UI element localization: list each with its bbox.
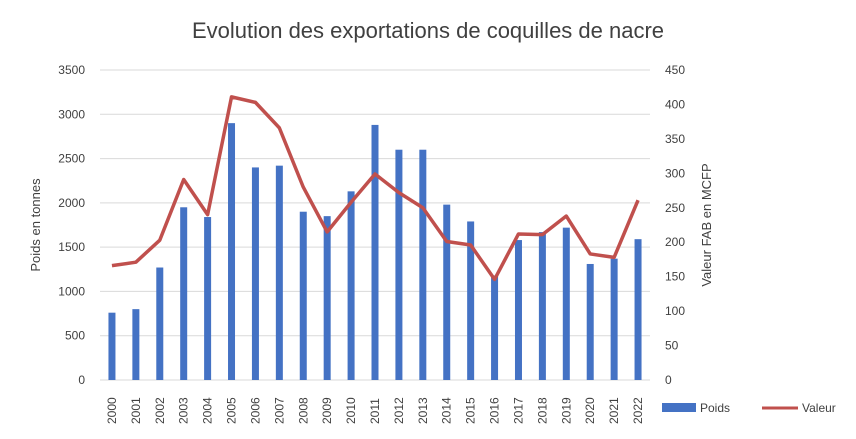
left-tick-label: 2000 <box>58 196 85 210</box>
right-tick-label: 350 <box>665 132 685 146</box>
bar-2008 <box>299 211 307 380</box>
x-tick-label: 2018 <box>535 397 549 424</box>
x-tick-label: 2008 <box>296 397 310 424</box>
left-tick-label: 2500 <box>58 152 85 166</box>
bar-2014 <box>443 204 451 380</box>
bar-2004 <box>204 217 212 380</box>
chart-title: Evolution des exportations de coquilles … <box>192 18 664 43</box>
x-tick-label: 2000 <box>105 397 119 424</box>
bar-2013 <box>419 149 427 380</box>
right-tick-label: 250 <box>665 201 685 215</box>
left-tick-label: 1500 <box>58 240 85 254</box>
x-tick-label: 2001 <box>129 397 143 424</box>
x-tick-label: 2020 <box>583 397 597 424</box>
left-tick-label: 500 <box>65 329 85 343</box>
x-tick-label: 2022 <box>631 397 645 424</box>
x-tick-label: 2010 <box>344 397 358 424</box>
left-tick-label: 3500 <box>58 63 85 77</box>
bar-2021 <box>610 258 618 380</box>
left-axis-ticks: 0 500 1000 1500 2000 2500 3000 3500 <box>58 63 85 387</box>
x-tick-label: 2015 <box>464 397 478 424</box>
legend: Poids Valeur <box>662 401 836 415</box>
legend-valeur-label: Valeur <box>802 401 836 415</box>
bar-2011 <box>371 124 379 381</box>
bar-2018 <box>538 232 546 380</box>
left-tick-label: 3000 <box>58 107 85 121</box>
x-tick-label: 2016 <box>488 397 502 424</box>
bar-2016 <box>491 275 499 380</box>
bar-2015 <box>467 221 475 380</box>
x-tick-label: 2003 <box>177 397 191 424</box>
bar-2002 <box>156 267 164 380</box>
x-tick-label: 2013 <box>416 397 430 424</box>
x-tick-label: 2019 <box>559 397 573 424</box>
bar-2017 <box>514 240 522 380</box>
bar-2020 <box>586 263 594 380</box>
left-tick-label: 0 <box>78 373 85 387</box>
bar-2000 <box>108 312 116 380</box>
right-tick-label: 450 <box>665 63 685 77</box>
x-tick-label: 2006 <box>248 397 262 424</box>
x-tick-label: 2009 <box>320 397 334 424</box>
valeur-line <box>111 95 640 282</box>
right-tick-label: 0 <box>665 373 672 387</box>
legend-poids-swatch <box>662 403 696 412</box>
x-tick-label: 2007 <box>272 397 286 424</box>
x-tick-label: 2011 <box>368 398 382 424</box>
poids-bars <box>108 123 642 381</box>
bar-2003 <box>180 207 188 380</box>
x-tick-label: 2002 <box>153 397 167 424</box>
x-axis-ticks: 2000 2001 2002 2003 2004 2005 2006 2007 2008 2009… <box>105 397 645 424</box>
right-tick-label: 300 <box>665 166 685 180</box>
valeur-line-group <box>111 95 640 282</box>
bar-2009 <box>323 216 331 380</box>
bar-2007 <box>275 165 283 380</box>
x-tick-label: 2017 <box>511 397 525 424</box>
bar-2006 <box>251 167 259 380</box>
right-tick-label: 150 <box>665 270 685 284</box>
x-tick-label: 2005 <box>225 397 239 424</box>
left-axis-label: Poids en tonnes <box>28 178 43 272</box>
bar-2022 <box>634 239 642 380</box>
bar-2010 <box>347 191 355 380</box>
left-tick-label: 1000 <box>58 284 85 298</box>
x-tick-label: 2012 <box>392 397 406 424</box>
right-axis-label: Valeur FAB en MCFP <box>699 163 714 286</box>
right-tick-label: 400 <box>665 97 685 111</box>
right-axis-ticks: 0 50 100 150 200 250 300 350 400 450 <box>665 63 685 387</box>
right-tick-label: 100 <box>665 304 685 318</box>
x-tick-label: 2014 <box>440 397 454 424</box>
x-tick-label: 2021 <box>607 397 621 424</box>
legend-poids-label: Poids <box>700 401 730 415</box>
right-tick-label: 50 <box>665 339 679 353</box>
x-tick-label: 2004 <box>201 397 215 424</box>
bar-2001 <box>132 309 140 380</box>
right-tick-label: 200 <box>665 235 685 249</box>
bar-2019 <box>562 227 570 380</box>
bar-2005 <box>228 123 236 381</box>
bar-2012 <box>395 149 403 380</box>
